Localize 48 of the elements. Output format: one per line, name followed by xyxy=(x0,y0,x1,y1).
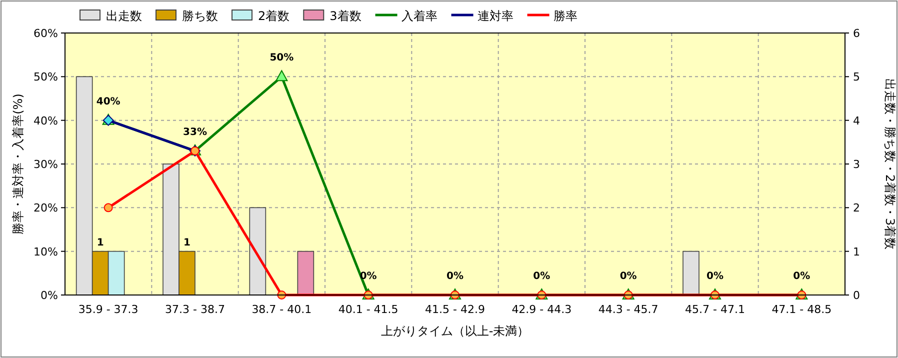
y2-tick-label: 6 xyxy=(853,27,860,40)
data-label: 1 xyxy=(96,237,104,248)
legend-label: 勝率 xyxy=(553,9,578,23)
y-tick-label: 30% xyxy=(34,158,58,171)
legend-label: 勝ち数 xyxy=(182,9,218,23)
y-tick-label: 50% xyxy=(34,70,58,84)
x-tick-label: 42.9 - 44.3 xyxy=(512,303,572,316)
x-tick-label: 40.1 - 41.5 xyxy=(338,303,398,316)
legend-label: 2着数 xyxy=(258,9,290,23)
point xyxy=(276,70,288,82)
bar xyxy=(297,250,314,296)
y2-tick-label: 4 xyxy=(853,114,860,128)
x-tick-label: 37.3 - 38.7 xyxy=(165,303,225,316)
x-tick-label: 35.9 - 37.3 xyxy=(78,303,138,316)
x-axis-title: 上がりタイム（以上-未満） xyxy=(380,324,530,338)
y2-axis-title: 出走数・勝ち数・2着数・3着数 xyxy=(883,78,897,250)
y-tick-label: 60% xyxy=(34,27,58,40)
data-label: 0% xyxy=(620,271,637,282)
y-tick-label: 10% xyxy=(34,245,58,258)
y-tick-label: 20% xyxy=(34,202,58,215)
x-tick-label: 45.7 - 47.1 xyxy=(685,303,745,316)
y-axis-title: 勝率・連対率・入着率(%) xyxy=(11,94,25,234)
y-tick-label: 0% xyxy=(40,289,58,302)
data-label: 0% xyxy=(533,271,550,282)
y2-tick-label: 2 xyxy=(853,202,860,215)
x-tick-label: 38.7 - 40.1 xyxy=(252,303,312,316)
data-label: 1 xyxy=(184,237,191,248)
bar xyxy=(249,207,266,296)
x-tick-label: 44.3 - 45.7 xyxy=(598,303,658,316)
legend-label: 入着率 xyxy=(401,9,438,23)
y2-tick-label: 5 xyxy=(853,70,860,84)
legend-label: 出走数 xyxy=(106,9,142,23)
data-label: 33% xyxy=(183,126,207,138)
x-tick-label: 47.1 - 48.5 xyxy=(772,303,832,316)
data-label: 0% xyxy=(706,271,724,282)
data-label: 40% xyxy=(96,96,120,108)
y2-tick-label: 1 xyxy=(853,245,860,258)
y2-tick-label: 0 xyxy=(853,289,860,302)
y-tick-label: 40% xyxy=(34,114,58,128)
data-label: 0% xyxy=(793,271,810,282)
legend-label: 3着数 xyxy=(330,9,362,23)
x-tick-label: 41.5 - 42.9 xyxy=(425,303,485,316)
data-label: 50% xyxy=(270,52,294,64)
bar xyxy=(682,250,700,296)
point xyxy=(104,203,113,212)
data-label: 0% xyxy=(446,271,464,282)
y2-tick-label: 3 xyxy=(853,158,860,171)
legend-label: 連対率 xyxy=(477,9,514,23)
